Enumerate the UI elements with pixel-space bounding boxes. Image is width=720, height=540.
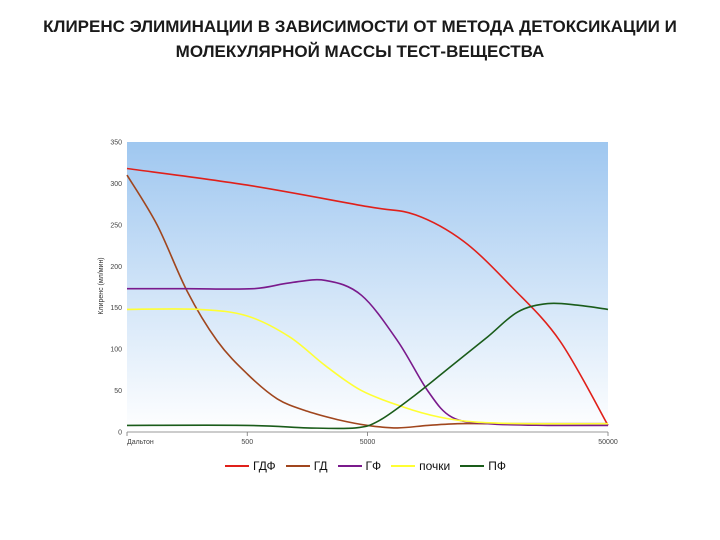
legend-swatch bbox=[225, 465, 249, 467]
x-tick-label: 50000 bbox=[598, 439, 618, 446]
x-tick-label: Дальтон bbox=[127, 439, 154, 446]
legend-item: ГД bbox=[285, 459, 328, 473]
slide-title: КЛИРЕНС ЭЛИМИНАЦИИ В ЗАВИСИМОСТИ ОТ МЕТО… bbox=[20, 14, 700, 64]
axes: 0 50 100 150 200 250 300 350 Дальтон 500 5000 50000 bbox=[110, 140, 618, 447]
x-tick-label: 5000 bbox=[360, 439, 376, 446]
legend-label: почки bbox=[419, 459, 451, 473]
legend-swatch bbox=[460, 465, 485, 467]
y-tick-label: 100 bbox=[110, 347, 122, 354]
legend-swatch bbox=[337, 465, 362, 467]
y-tick-label: 300 bbox=[110, 181, 122, 188]
y-tick-label: 0 bbox=[118, 430, 122, 437]
legend-swatch bbox=[285, 465, 310, 467]
plot-area bbox=[127, 142, 608, 432]
series-line-ГДФ bbox=[126, 167, 609, 426]
legend-label: ПФ bbox=[488, 459, 507, 473]
y-tick-label: 200 bbox=[110, 264, 122, 271]
legend-item: ПФ bbox=[460, 459, 506, 473]
series-line-почки bbox=[126, 308, 609, 425]
y-axis-title: Клиренс (мл/мин) bbox=[98, 257, 105, 314]
legend-label: ГДФ bbox=[253, 459, 276, 473]
y-tick-label: 150 bbox=[110, 305, 122, 312]
x-tick-label: 500 bbox=[241, 439, 253, 446]
series-line-ПФ bbox=[126, 302, 609, 430]
legend-swatch bbox=[391, 465, 416, 467]
chart-legend: ГДФ ГД ГФ почки ПФ bbox=[225, 458, 516, 474]
series-line-ГФ bbox=[127, 278, 609, 427]
legend-label: ГФ bbox=[365, 459, 382, 473]
y-tick-label: 50 bbox=[114, 388, 122, 395]
title-line-1: КЛИРЕНС ЭЛИМИНАЦИИ В ЗАВИСИМОСТИ ОТ МЕТО… bbox=[43, 17, 677, 36]
legend-item: почки bbox=[391, 459, 450, 473]
y-tick-label: 250 bbox=[110, 222, 122, 229]
y-tick-label: 350 bbox=[110, 140, 122, 147]
series-line-ГД bbox=[126, 174, 608, 429]
legend-item: ГФ bbox=[337, 459, 382, 473]
title-line-2: МОЛЕКУЛЯРНОЙ МАССЫ ТЕСТ-ВЕЩЕСТВА bbox=[175, 42, 545, 61]
legend-label: ГД bbox=[313, 459, 328, 473]
series-lines bbox=[126, 167, 609, 430]
legend-item: ГДФ bbox=[225, 459, 276, 473]
